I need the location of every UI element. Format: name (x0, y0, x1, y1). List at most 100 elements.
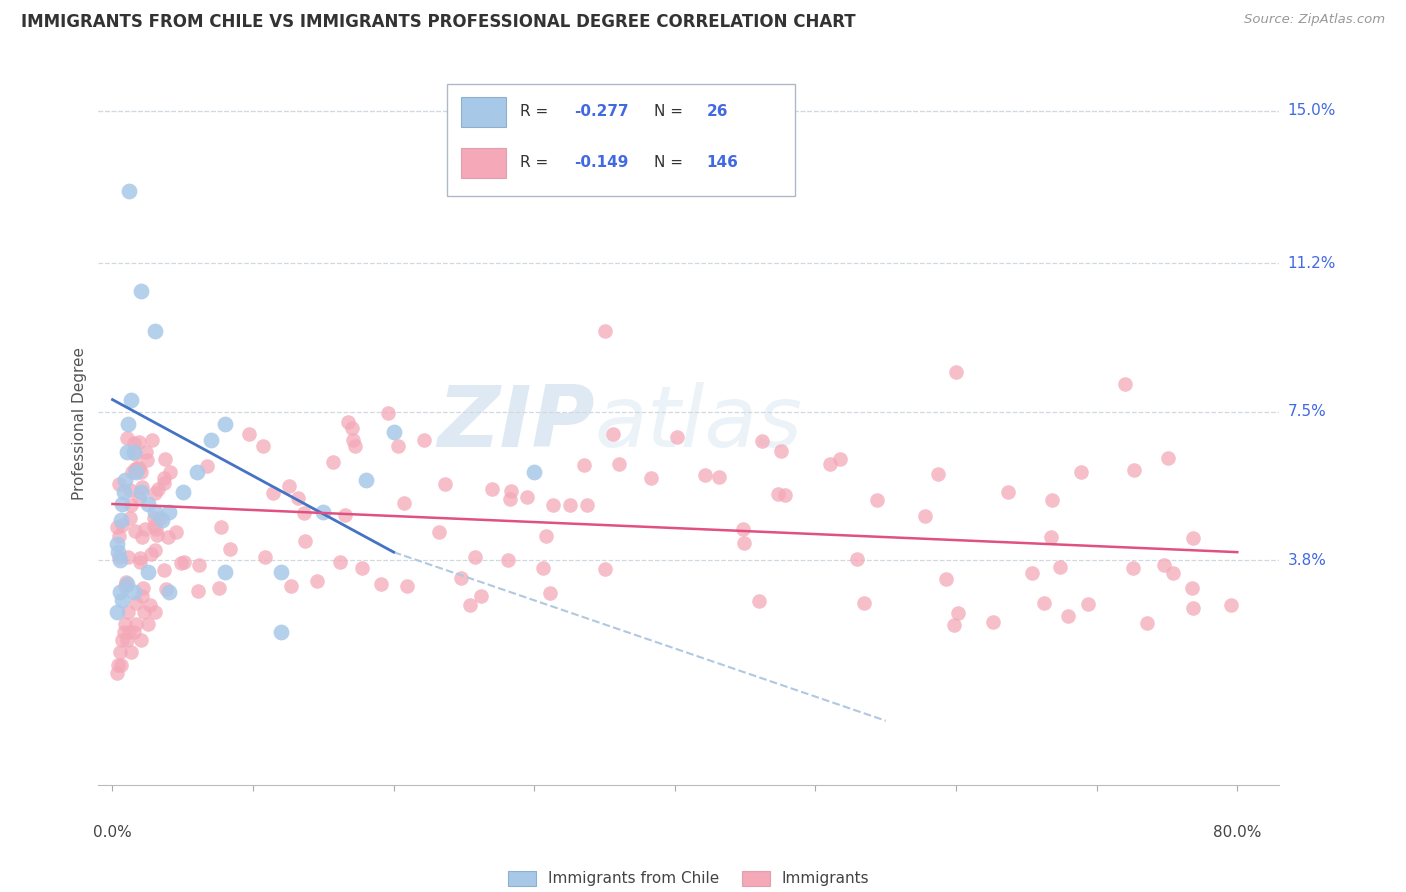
Point (124, 524, 146, 539)
Point (128, 434, 150, 449)
Point (153, 563, 176, 577)
Point (342, 433, 364, 447)
Point (129, 485, 152, 500)
Point (595, 561, 617, 575)
Point (122, 585, 145, 599)
Point (149, 511, 172, 525)
Point (707, 469, 730, 483)
Point (1033, 596, 1056, 610)
Point (322, 455, 344, 469)
Point (538, 586, 561, 600)
Point (382, 425, 405, 439)
Point (1136, 615, 1159, 630)
Point (157, 585, 180, 599)
Point (128, 491, 150, 505)
Point (112, 625, 135, 640)
Point (238, 426, 260, 441)
Text: 15.0%: 15.0% (1288, 103, 1336, 118)
Point (846, 552, 869, 566)
Point (280, 579, 302, 593)
Point (387, 439, 409, 453)
Point (262, 486, 284, 500)
Point (773, 488, 796, 502)
Point (129, 633, 152, 648)
Point (640, 471, 662, 485)
Point (370, 577, 392, 591)
Text: 26: 26 (707, 104, 728, 119)
Point (1070, 465, 1092, 479)
Point (112, 485, 135, 500)
Point (135, 445, 157, 459)
Point (170, 556, 193, 570)
Point (114, 473, 136, 487)
Text: N =: N = (654, 104, 688, 119)
Point (450, 571, 472, 585)
Point (927, 467, 949, 482)
Point (107, 657, 129, 672)
Point (136, 566, 159, 580)
Point (136, 617, 159, 632)
Point (253, 549, 276, 564)
Point (143, 505, 166, 519)
Point (122, 435, 145, 450)
Point (219, 541, 242, 556)
Point (1220, 599, 1243, 613)
Point (187, 583, 209, 598)
Point (195, 459, 218, 474)
Text: -0.277: -0.277 (575, 104, 628, 119)
Point (125, 617, 148, 632)
Point (105, 520, 128, 534)
Text: atlas: atlas (595, 382, 803, 466)
Point (751, 434, 773, 449)
Point (125, 465, 148, 479)
Point (340, 421, 363, 435)
Point (120, 646, 142, 660)
Point (270, 566, 292, 580)
Point (122, 625, 145, 640)
Point (1049, 560, 1071, 574)
Point (187, 558, 209, 573)
Text: ZIP: ZIP (437, 382, 595, 466)
Point (458, 598, 481, 612)
Text: R =: R = (520, 154, 553, 169)
Point (129, 466, 152, 480)
Point (748, 594, 770, 608)
Point (111, 497, 134, 511)
Point (107, 545, 129, 559)
Point (108, 529, 131, 543)
Point (294, 534, 316, 549)
Point (214, 566, 236, 580)
Point (157, 505, 180, 519)
Point (111, 517, 134, 532)
Point (121, 465, 143, 479)
Point (110, 657, 132, 672)
Point (131, 480, 153, 494)
Point (1181, 531, 1204, 545)
Point (305, 574, 328, 588)
Point (412, 433, 434, 447)
Point (139, 547, 162, 561)
Point (108, 477, 131, 491)
Point (377, 406, 399, 420)
Point (122, 445, 145, 458)
Point (145, 543, 167, 558)
Point (118, 184, 141, 198)
Point (117, 549, 139, 564)
Point (853, 596, 876, 610)
Point (392, 496, 415, 510)
Point (128, 555, 150, 569)
Point (143, 324, 166, 338)
FancyBboxPatch shape (461, 97, 506, 128)
Point (132, 605, 155, 619)
Text: R =: R = (520, 104, 553, 119)
Point (146, 528, 169, 542)
Text: IMMIGRANTS FROM CHILE VS IMMIGRANTS PROFESSIONAL DEGREE CORRELATION CHART: IMMIGRANTS FROM CHILE VS IMMIGRANTS PROF… (21, 13, 856, 31)
Point (159, 465, 181, 479)
Point (114, 579, 136, 593)
Point (105, 537, 128, 551)
Point (120, 392, 142, 407)
Text: 146: 146 (707, 154, 738, 169)
Point (576, 498, 599, 512)
Point (145, 522, 167, 536)
Point (115, 431, 138, 445)
